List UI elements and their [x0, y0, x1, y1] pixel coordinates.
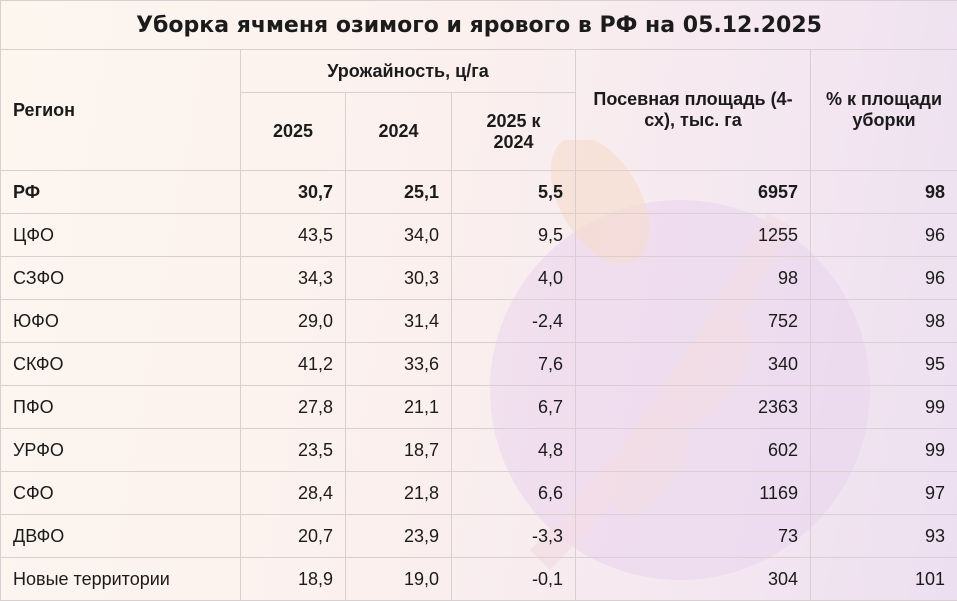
cell-region: СФО — [1, 472, 241, 515]
cell-pct: 97 — [811, 472, 957, 515]
cell-region: СЗФО — [1, 257, 241, 300]
cell-y2024: 21,1 — [346, 386, 452, 429]
cell-region: ПФО — [1, 386, 241, 429]
cell-y2025: 18,9 — [241, 558, 346, 601]
cell-y2025: 29,0 — [241, 300, 346, 343]
cell-pct: 99 — [811, 386, 957, 429]
cell-y2025: 30,7 — [241, 171, 346, 214]
cell-y2025: 34,3 — [241, 257, 346, 300]
cell-pct: 96 — [811, 214, 957, 257]
cell-area: 73 — [576, 515, 811, 558]
cell-diff: -2,4 — [452, 300, 576, 343]
cell-y2024: 19,0 — [346, 558, 452, 601]
cell-y2024: 21,8 — [346, 472, 452, 515]
cell-y2025: 41,2 — [241, 343, 346, 386]
cell-y2025: 23,5 — [241, 429, 346, 472]
cell-y2024: 23,9 — [346, 515, 452, 558]
cell-y2024: 33,6 — [346, 343, 452, 386]
cell-diff: -0,1 — [452, 558, 576, 601]
cell-pct: 98 — [811, 300, 957, 343]
cell-region: ЦФО — [1, 214, 241, 257]
cell-area: 304 — [576, 558, 811, 601]
header-diff: 2025 к 2024 — [452, 93, 576, 171]
cell-area: 6957 — [576, 171, 811, 214]
cell-y2024: 18,7 — [346, 429, 452, 472]
header-area: Посевная площадь (4-сх), тыс. га — [576, 50, 811, 171]
header-2025: 2025 — [241, 93, 346, 171]
header-pct: % к площади уборки — [811, 50, 957, 171]
cell-diff: 5,5 — [452, 171, 576, 214]
header-2024: 2024 — [346, 93, 452, 171]
cell-y2024: 30,3 — [346, 257, 452, 300]
cell-diff: -3,3 — [452, 515, 576, 558]
cell-region: ЮФО — [1, 300, 241, 343]
cell-diff: 4,0 — [452, 257, 576, 300]
cell-y2025: 27,8 — [241, 386, 346, 429]
cell-area: 2363 — [576, 386, 811, 429]
cell-diff: 7,6 — [452, 343, 576, 386]
cell-pct: 101 — [811, 558, 957, 601]
cell-region: УРФО — [1, 429, 241, 472]
header-region: Регион — [1, 50, 241, 171]
cell-pct: 96 — [811, 257, 957, 300]
cell-area: 1255 — [576, 214, 811, 257]
cell-y2025: 43,5 — [241, 214, 346, 257]
cell-region: Новые территории — [1, 558, 241, 601]
cell-region: СКФО — [1, 343, 241, 386]
cell-diff: 4,8 — [452, 429, 576, 472]
cell-area: 1169 — [576, 472, 811, 515]
cell-pct: 98 — [811, 171, 957, 214]
cell-y2025: 20,7 — [241, 515, 346, 558]
cell-region: ДВФО — [1, 515, 241, 558]
cell-diff: 6,7 — [452, 386, 576, 429]
cell-region: РФ — [1, 171, 241, 214]
cell-pct: 95 — [811, 343, 957, 386]
cell-pct: 93 — [811, 515, 957, 558]
header-yield-group: Урожайность, ц/га — [241, 50, 576, 93]
cell-y2024: 34,0 — [346, 214, 452, 257]
cell-y2024: 31,4 — [346, 300, 452, 343]
cell-area: 340 — [576, 343, 811, 386]
cell-area: 752 — [576, 300, 811, 343]
cell-diff: 6,6 — [452, 472, 576, 515]
table-title: Уборка ячменя озимого и ярового в РФ на … — [1, 1, 957, 50]
cell-y2025: 28,4 — [241, 472, 346, 515]
cell-area: 98 — [576, 257, 811, 300]
cell-y2024: 25,1 — [346, 171, 452, 214]
cell-area: 602 — [576, 429, 811, 472]
cell-diff: 9,5 — [452, 214, 576, 257]
cell-pct: 99 — [811, 429, 957, 472]
